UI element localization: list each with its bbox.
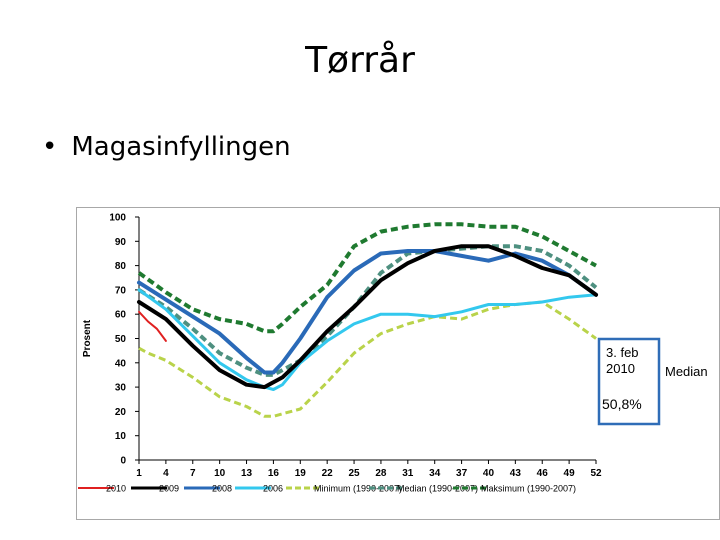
x-tick-label: 4: [163, 468, 169, 479]
x-tick-label: 46: [537, 468, 549, 479]
bullet-item: • Magasinfyllingen: [42, 132, 291, 162]
legend-label-4: Minimum (1990-2007): [314, 484, 402, 494]
y-tick-label: 80: [115, 261, 127, 272]
x-tick-label: 16: [268, 468, 280, 479]
x-tick-label: 40: [483, 468, 495, 479]
bullet-dot-icon: •: [42, 132, 58, 162]
x-tick-label: 37: [456, 468, 468, 479]
slide-title: Tørrår: [305, 40, 415, 81]
x-tick-label: 49: [564, 468, 576, 479]
x-tick-label: 7: [190, 468, 196, 479]
series-line-3: [137, 288, 598, 391]
y-tick-label: 20: [115, 407, 127, 418]
legend-label-1: 2009: [159, 484, 179, 494]
annotation-box: [597, 337, 661, 426]
y-tick-label: 90: [115, 237, 127, 248]
legend-label-0: 2010: [106, 484, 126, 494]
series-line-4: [138, 300, 597, 418]
annotation-median-label: Median: [665, 364, 708, 379]
x-tick-label: 22: [322, 468, 334, 479]
x-tick-label: 19: [295, 468, 307, 479]
x-tick-label: 25: [348, 468, 360, 479]
x-tick-label: 1: [136, 468, 142, 479]
x-tick-label: 31: [402, 468, 414, 479]
x-tick-label: 28: [375, 468, 387, 479]
series-line-6: [137, 222, 597, 334]
y-tick-label: 30: [115, 383, 127, 394]
x-tick-label: 13: [241, 468, 253, 479]
legend-label-3: 2006: [263, 484, 283, 494]
annotation-value: 50,8%: [602, 396, 642, 412]
y-tick-label: 40: [115, 358, 127, 369]
y-tick-label: 70: [115, 285, 127, 296]
chart-container: 0 10 20 30 40 50 60 70 80 90 100 1 4 7 10 13 16 19 22 25 28 3…: [76, 207, 720, 520]
magasin-line-chart: 0 10 20 30 40 50 60 70 80 90 100 1 4 7 10 13 16 19 22 25 28 3…: [76, 207, 720, 520]
bullet-text: Magasinfyllingen: [71, 132, 291, 162]
annotation-date-text: 3. feb: [606, 345, 639, 360]
y-tick-label: 100: [109, 213, 126, 224]
y-axis-title: Prosent: [82, 319, 93, 357]
y-tick-label: 60: [115, 310, 127, 321]
y-tick-label: 0: [120, 456, 126, 467]
y-tick-label: 50: [115, 334, 127, 345]
x-tick-label: 34: [429, 468, 441, 479]
annotation-date-text: 2010: [606, 361, 635, 376]
x-tick-label: 43: [510, 468, 522, 479]
series-line-0: [138, 310, 167, 342]
legend-label-6: Maksimum (1990-2007): [481, 484, 576, 494]
x-tick-label: 52: [590, 468, 602, 479]
legend-label-5: Median (1990-2007): [397, 484, 478, 494]
y-tick-label: 10: [115, 431, 127, 442]
x-tick-label: 10: [214, 468, 226, 479]
legend-label-2: 2008: [212, 484, 232, 494]
series-line-1: [137, 244, 598, 390]
